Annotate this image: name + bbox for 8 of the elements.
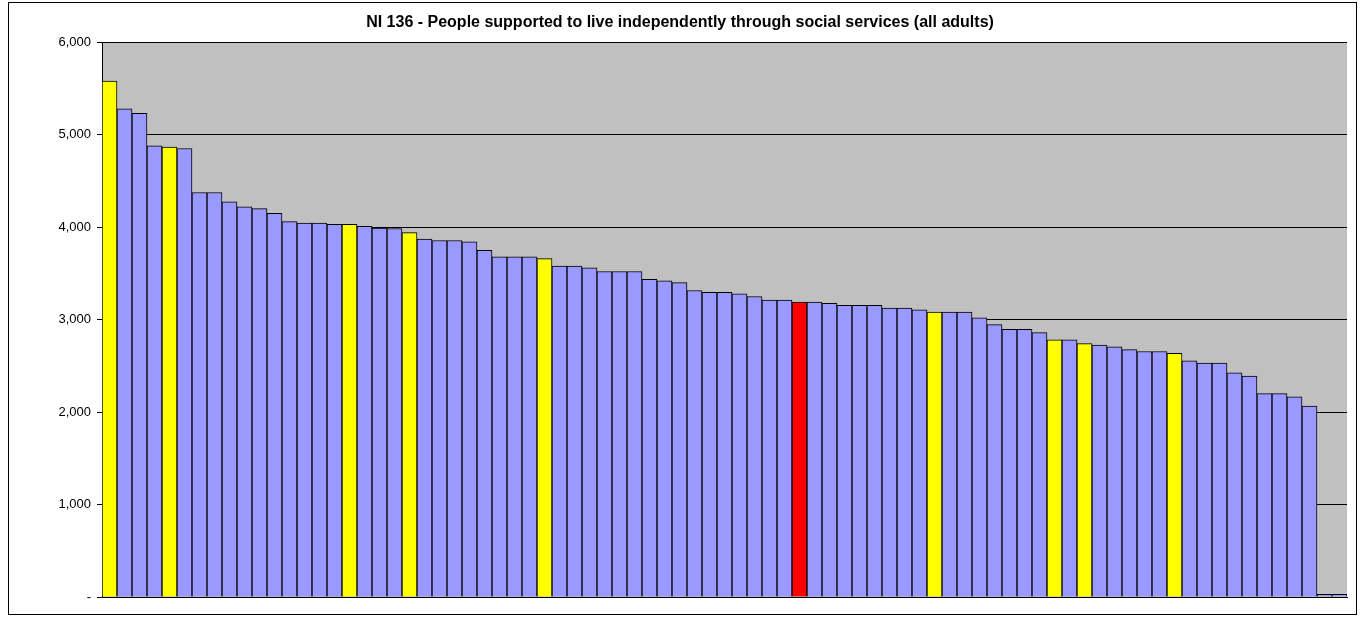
- y-tick-label: -: [86, 588, 91, 604]
- y-tick-label: 2,000: [58, 403, 91, 419]
- y-tick-label: 6,000: [58, 33, 91, 49]
- chart-title: NI 136 - People supported to live independently through social services (all adults): [366, 13, 994, 31]
- y-tick-label: 5,000: [58, 126, 91, 142]
- y-tick-label: 1,000: [58, 496, 91, 512]
- y-tick-label: 3,000: [58, 311, 91, 327]
- y-tick-label: 4,000: [58, 218, 91, 234]
